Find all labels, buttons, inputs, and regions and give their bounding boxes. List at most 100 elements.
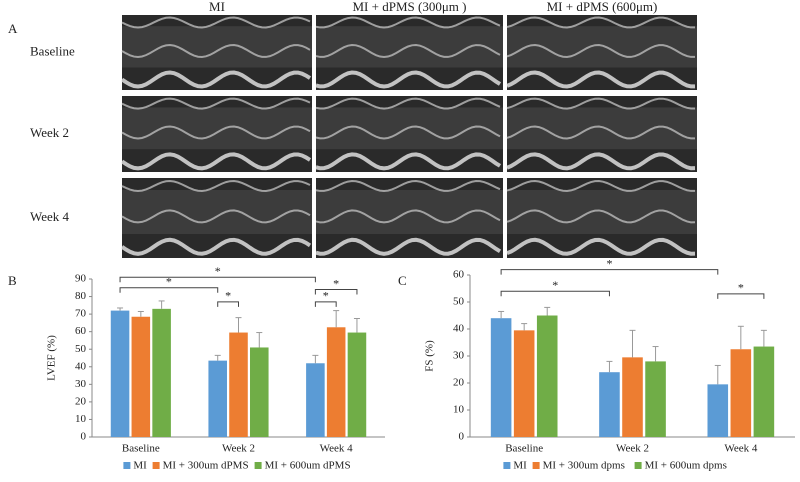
significance-bracket (119, 287, 219, 293)
bar (306, 363, 325, 437)
bar (208, 360, 227, 437)
echo-wall (506, 125, 696, 140)
y-tick-label: 20 (453, 377, 465, 389)
y-tick-label: 90 (75, 273, 87, 285)
echo-speckle (507, 107, 697, 150)
y-tick-label: 40 (453, 323, 465, 335)
bar (326, 327, 346, 437)
error-bar (137, 310, 144, 317)
bar (645, 361, 666, 437)
y-tick-label: 0 (459, 431, 465, 443)
echo-wall (506, 152, 696, 171)
legend-swatch (634, 462, 642, 469)
bar (753, 346, 775, 437)
legend-label: MI + 600um dpms (645, 460, 727, 472)
x-tick-label: Week 2 (222, 443, 255, 455)
echo-wall (506, 70, 696, 89)
bar (707, 384, 729, 437)
error-bar (652, 346, 659, 362)
error-bar (158, 300, 165, 309)
legend-label: MI + 300um dPMS (163, 460, 249, 472)
legend-label: MI + 600um dPMS (265, 460, 351, 472)
legend-swatch (532, 462, 540, 469)
error-bar (235, 317, 242, 333)
row-label: Baseline (30, 43, 75, 58)
error-bar (353, 318, 360, 333)
echo-wall (121, 180, 311, 193)
error-bar (214, 354, 221, 361)
x-tick-label: Week 4 (724, 443, 758, 455)
y-tick-label: 20 (75, 395, 87, 407)
legend-swatch (123, 462, 131, 469)
echo-wall (506, 180, 696, 192)
error-bar (737, 325, 744, 350)
bar (131, 316, 151, 437)
error-bar (498, 310, 505, 319)
y-tick-label: 50 (75, 343, 87, 355)
echo-wall (121, 97, 311, 110)
echo-wall (506, 209, 696, 224)
error-bar (606, 360, 613, 373)
significance-label: * (552, 278, 558, 292)
bar (250, 347, 269, 437)
echo-wall (315, 16, 501, 29)
echo-wall (121, 16, 311, 29)
echo-wall (506, 44, 696, 58)
column-header: MI (209, 0, 225, 14)
column-header: MI + dPMS (300μm ) (353, 0, 467, 14)
y-tick-label: 80 (75, 290, 87, 302)
echo-speckle (507, 26, 697, 68)
significance-label: * (215, 264, 221, 278)
column-header: MI + dPMS (600μm) (547, 0, 658, 14)
significance-bracket (217, 301, 239, 307)
x-tick-label: Week 4 (320, 443, 354, 455)
bar (730, 349, 752, 437)
error-bar (714, 364, 721, 385)
y-axis-label: FS (%) (424, 340, 436, 372)
legend-swatch (503, 462, 511, 469)
significance-label: * (166, 275, 172, 289)
bar (110, 310, 130, 437)
echo-wall (315, 237, 502, 256)
panel-label: A (8, 21, 18, 36)
echo-wall (120, 152, 312, 171)
significance-label: * (606, 256, 612, 270)
significance-bracket (717, 293, 765, 299)
y-tick-label: 0 (81, 431, 87, 443)
echo-wall (315, 44, 501, 59)
echo-wall (315, 125, 501, 140)
bar (622, 357, 643, 437)
significance-bracket (500, 290, 610, 297)
y-tick-label: 10 (453, 404, 465, 416)
echo-wall (315, 209, 501, 224)
echo-wall (315, 152, 502, 171)
y-tick-label: 60 (75, 325, 87, 337)
error-bar (333, 310, 340, 328)
error-bar (629, 329, 636, 358)
significance-label: * (225, 289, 231, 303)
error-bar (117, 307, 124, 311)
echo-speckle (122, 26, 312, 68)
y-tick-label: 30 (453, 350, 465, 362)
bar (152, 308, 171, 437)
y-tick-label: 70 (75, 308, 87, 320)
echo-wall (315, 180, 501, 193)
echo-wall (506, 237, 696, 256)
bar (347, 332, 367, 437)
row-label: Week 4 (30, 209, 70, 224)
echo-wall (506, 97, 696, 110)
y-tick-label: 10 (75, 413, 87, 425)
y-tick-label: 60 (453, 269, 465, 281)
echo-wall (121, 125, 311, 140)
x-tick-label: Baseline (122, 443, 160, 455)
y-axis-label: LVEF (%) (46, 335, 58, 381)
echo-wall (506, 16, 696, 29)
significance-bracket (119, 276, 316, 283)
error-bar (312, 354, 319, 364)
bar (229, 332, 248, 437)
error-bar (256, 332, 263, 348)
error-bar (760, 329, 767, 347)
significance-label: * (738, 281, 744, 295)
echo-speckle (122, 190, 312, 234)
